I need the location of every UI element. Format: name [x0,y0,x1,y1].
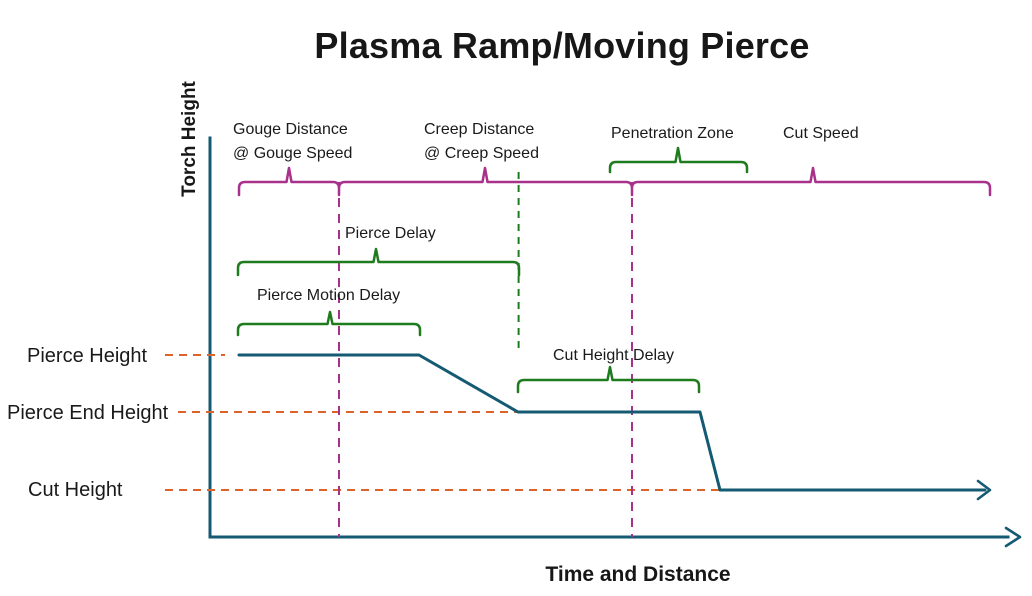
svg-text:Pierce Height: Pierce Height [27,345,148,367]
svg-text:Cut Height Delay: Cut Height Delay [553,347,674,364]
svg-text:Gouge Distance: Gouge Distance [233,121,348,138]
svg-text:Torch Height: Torch Height [179,80,200,196]
svg-text:Creep Distance: Creep Distance [424,121,534,138]
svg-text:Cut Height: Cut Height [28,479,123,501]
svg-text:@ Creep Speed: @ Creep Speed [424,145,539,162]
svg-text:Penetration Zone: Penetration Zone [611,125,734,142]
svg-text:Pierce Motion Delay: Pierce Motion Delay [257,287,400,304]
svg-text:Cut Speed: Cut Speed [783,125,859,142]
svg-text:@ Gouge Speed: @ Gouge Speed [233,145,352,162]
svg-text:Time and Distance: Time and Distance [545,563,730,586]
svg-text:Pierce End Height: Pierce End Height [7,402,169,424]
svg-text:Pierce Delay: Pierce Delay [345,225,436,242]
